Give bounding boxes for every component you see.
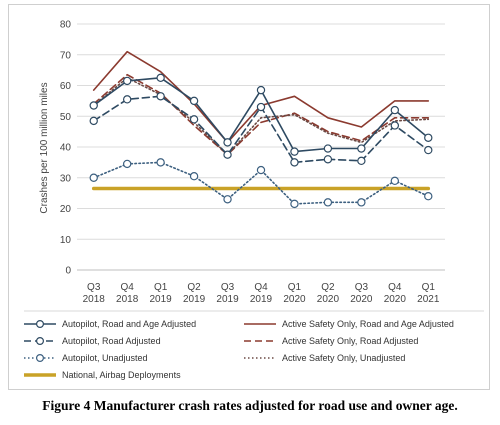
figure-frame bbox=[8, 4, 490, 390]
x-tick-label: Q3 bbox=[355, 282, 369, 293]
x-tick-label: Q1 bbox=[154, 282, 168, 293]
y-tick-label: 80 bbox=[60, 20, 72, 31]
data-point bbox=[223, 195, 232, 204]
x-axis-ticks: Q32018Q42018Q12019Q22019Q32019Q42019Q120… bbox=[83, 282, 440, 305]
y-tick-label: 20 bbox=[60, 204, 72, 215]
data-point bbox=[424, 191, 433, 201]
x-tick-label: Q3 bbox=[87, 282, 101, 293]
y-tick-label: 60 bbox=[60, 81, 72, 92]
legend-marker bbox=[35, 354, 44, 363]
legend-marker bbox=[35, 320, 44, 329]
y-tick-label: 10 bbox=[60, 235, 72, 246]
legend-item: Active Safety Only, Road Adjusted bbox=[244, 336, 418, 346]
data-point bbox=[189, 172, 199, 181]
data-point bbox=[357, 198, 366, 207]
x-tick-label: 2018 bbox=[116, 294, 139, 305]
x-tick-label: Q1 bbox=[422, 282, 436, 293]
gridlines bbox=[77, 23, 445, 271]
data-point bbox=[189, 96, 199, 106]
legend-marker bbox=[35, 337, 44, 346]
data-point bbox=[156, 158, 165, 167]
y-tick-label: 50 bbox=[60, 112, 72, 123]
x-tick-label: Q2 bbox=[321, 282, 335, 293]
legend-item: National, Airbag Deployments bbox=[24, 370, 181, 380]
x-tick-label: 2018 bbox=[83, 294, 106, 305]
y-tick-label: 30 bbox=[60, 173, 72, 184]
y-tick-label: 40 bbox=[60, 143, 72, 154]
x-tick-label: Q4 bbox=[121, 282, 135, 293]
x-tick-label: 2019 bbox=[250, 294, 273, 305]
data-point bbox=[323, 155, 333, 164]
series-active-safety-only-road-adjusted bbox=[92, 73, 430, 156]
series-autopilot-road-and-age-adjusted bbox=[89, 73, 433, 156]
data-point bbox=[89, 173, 98, 182]
series-line bbox=[92, 73, 430, 156]
data-point bbox=[424, 145, 433, 155]
data-point bbox=[323, 144, 333, 153]
legend-item: Autopilot, Road Adjusted bbox=[24, 336, 161, 346]
data-point bbox=[156, 73, 165, 83]
legend-label: Active Safety Only, Road and Age Adjuste… bbox=[282, 319, 454, 329]
data-point bbox=[290, 147, 299, 156]
x-tick-label: Q1 bbox=[288, 282, 302, 293]
data-point bbox=[256, 85, 266, 95]
data-point bbox=[424, 133, 433, 142]
x-tick-label: 2019 bbox=[183, 294, 206, 305]
data-point bbox=[256, 165, 266, 175]
legend-label: Active Safety Only, Road Adjusted bbox=[282, 336, 418, 346]
data-point bbox=[256, 102, 266, 112]
data-point bbox=[390, 176, 400, 186]
legend-item: Autopilot, Unadjusted bbox=[24, 353, 148, 363]
x-tick-label: 2020 bbox=[384, 294, 407, 305]
data-point bbox=[223, 150, 232, 159]
series-autopilot-road-adjusted bbox=[89, 92, 433, 167]
data-point bbox=[290, 199, 299, 209]
data-point bbox=[156, 92, 165, 101]
series-autopilot-unadjusted bbox=[89, 158, 433, 209]
x-tick-label: Q2 bbox=[187, 282, 201, 293]
legend-label: Autopilot, Road Adjusted bbox=[62, 336, 161, 346]
legend-item: Active Safety Only, Road and Age Adjuste… bbox=[244, 319, 454, 329]
data-point bbox=[122, 159, 132, 169]
data-point bbox=[357, 144, 366, 153]
data-point bbox=[323, 198, 333, 207]
legend-label: Active Safety Only, Unadjusted bbox=[282, 353, 405, 363]
legend-label: National, Airbag Deployments bbox=[62, 370, 181, 380]
data-point bbox=[89, 101, 98, 110]
data-point bbox=[357, 156, 366, 166]
y-tick-label: 70 bbox=[60, 50, 72, 61]
data-point bbox=[122, 76, 132, 86]
data-point bbox=[189, 115, 199, 124]
data-point bbox=[290, 158, 299, 167]
x-tick-label: 2020 bbox=[350, 294, 373, 305]
x-tick-label: 2019 bbox=[216, 294, 239, 305]
legend: Autopilot, Road and Age Adjusted Active S… bbox=[24, 319, 454, 380]
data-point bbox=[122, 95, 132, 104]
legend-item: Autopilot, Road and Age Adjusted bbox=[24, 319, 196, 329]
data-point bbox=[390, 105, 400, 115]
y-axis-title: Crashes per 100 million miles bbox=[39, 82, 50, 213]
x-tick-label: Q4 bbox=[254, 282, 268, 293]
data-point bbox=[89, 116, 98, 126]
data-point bbox=[390, 121, 400, 130]
series-lines bbox=[89, 50, 433, 209]
legend-label: Autopilot, Unadjusted bbox=[62, 353, 148, 363]
x-tick-label: Q3 bbox=[221, 282, 235, 293]
x-tick-label: 2020 bbox=[283, 294, 306, 305]
figure-caption: Figure 4 Manufacturer crash rates adjust… bbox=[42, 398, 458, 413]
x-tick-label: Q4 bbox=[388, 282, 402, 293]
legend-label: Autopilot, Road and Age Adjusted bbox=[62, 319, 196, 329]
data-point bbox=[223, 138, 232, 147]
x-tick-label: 2019 bbox=[150, 294, 173, 305]
y-axis-ticks: 0 10 20 30 40 50 60 70 80 bbox=[60, 20, 72, 277]
y-tick-label: 0 bbox=[65, 266, 71, 277]
legend-item: Active Safety Only, Unadjusted bbox=[244, 353, 405, 363]
x-tick-label: 2021 bbox=[417, 294, 440, 305]
x-tick-label: 2020 bbox=[317, 294, 340, 305]
